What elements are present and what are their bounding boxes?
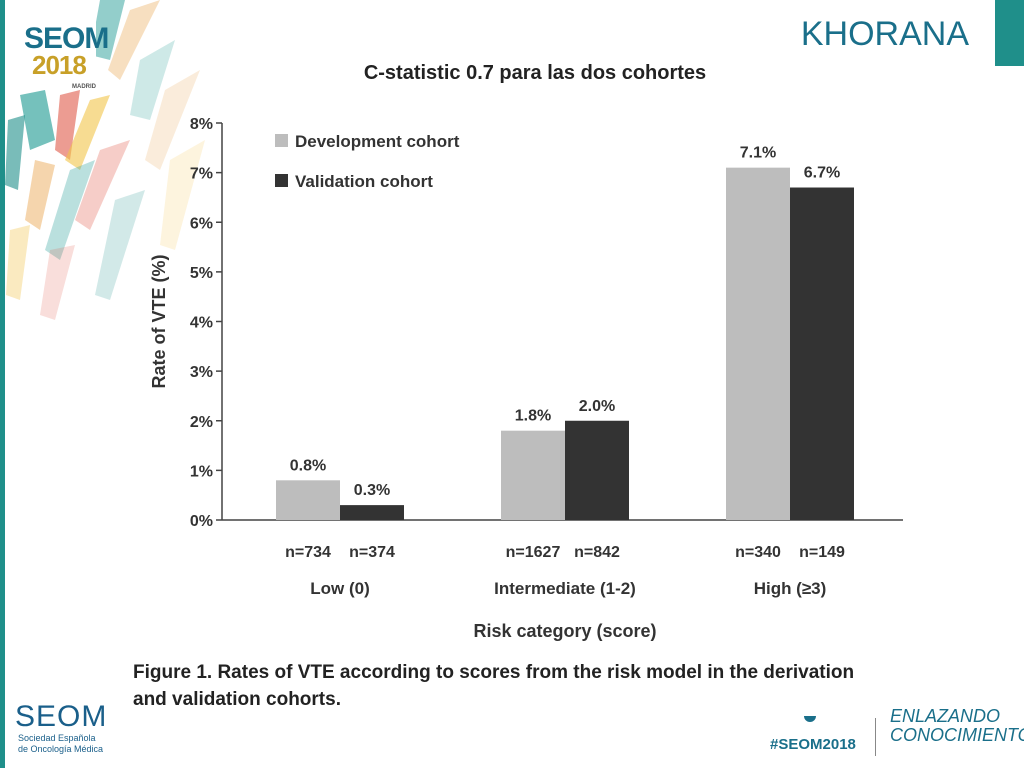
sample-size-label: n=149	[799, 544, 845, 561]
sample-size-label: n=340	[735, 544, 781, 561]
sample-size-label: n=374	[349, 544, 395, 561]
footer-divider	[875, 718, 876, 756]
bar-value-label: 2.0%	[579, 398, 615, 415]
y-axis-label: Rate of VTE (%)	[149, 254, 169, 388]
x-axis-label: Risk category (score)	[473, 621, 656, 641]
category-label: Intermediate (1-2)	[494, 579, 636, 598]
slogan-line-1: ENLAZANDO	[890, 706, 1001, 726]
caption-line-2: and validation cohorts.	[133, 689, 341, 710]
legend-swatch	[275, 174, 288, 187]
slogan: ENLAZANDO CONOCIMIENTO	[890, 707, 1024, 745]
bar-value-label: 1.8%	[515, 408, 551, 425]
sample-size-label: n=734	[285, 544, 331, 561]
vte-bar-chart: 0% 1% 2% 3% 4% 5% 6% 7% 8% Rate of VTE (%) 0.8% n=7…	[125, 110, 925, 715]
logo-name: SEOM	[24, 22, 109, 55]
bar-value-label: 0.3%	[354, 482, 390, 499]
bar-value-label: 0.8%	[290, 457, 326, 474]
bar-development	[726, 167, 790, 520]
slide-subtitle: C-statistic 0.7 para las dos cohortes	[363, 62, 707, 84]
legend-label: Validation cohort	[295, 172, 433, 191]
bar-value-label: 6.7%	[804, 165, 840, 182]
y-tick-label: 3%	[190, 364, 213, 381]
y-tick-label: 4%	[190, 315, 213, 332]
bar-validation	[340, 505, 404, 520]
bar-validation	[790, 187, 854, 520]
logo-year: 2018	[32, 50, 87, 80]
bar-development	[276, 480, 340, 520]
seom2018-logo: SEOM 2018 MADRID	[10, 10, 109, 90]
figure-caption: Figure 1. Rates of VTE according to scor…	[133, 659, 953, 713]
seom-footer-subtitle: Sociedad Española de Oncología Médica	[18, 733, 103, 755]
y-tick-label: 8%	[190, 116, 213, 133]
y-tick-label: 2%	[190, 414, 213, 431]
seom-footer-logo: SEOM	[15, 700, 108, 733]
top-right-accent	[995, 0, 1024, 66]
y-tick-label: 1%	[190, 463, 213, 480]
hashtag: #SEOM2018	[770, 736, 856, 753]
y-tick-label: 5%	[190, 265, 213, 282]
chart-canvas: 0% 1% 2% 3% 4% 5% 6% 7% 8% Rate of VTE (%) 0.8% n=7…	[149, 116, 903, 641]
category-label: High (≥3)	[754, 579, 827, 598]
y-tick-label: 0%	[190, 513, 213, 530]
caption-line-1: Figure 1. Rates of VTE according to scor…	[133, 662, 855, 683]
seom-sub-line-1: Sociedad Española	[18, 733, 96, 743]
legend-label: Development cohort	[295, 132, 460, 151]
left-accent-bar	[0, 0, 5, 768]
slide-topic: KHORANA	[800, 15, 969, 53]
footer-mark	[804, 716, 816, 722]
bar-validation	[565, 420, 629, 520]
bar-development	[501, 430, 565, 520]
y-tick-label: 7%	[190, 166, 213, 183]
sample-size-label: n=842	[574, 544, 620, 561]
sample-size-label: n=1627	[506, 544, 561, 561]
category-label: Low (0)	[310, 579, 370, 598]
legend-swatch	[275, 134, 288, 147]
seom-sub-line-2: de Oncología Médica	[18, 744, 104, 754]
slogan-line-2: CONOCIMIENTO	[890, 725, 1024, 745]
logo-city: MADRID	[72, 84, 96, 90]
bar-value-label: 7.1%	[740, 145, 776, 162]
confetti-decoration	[5, 0, 205, 320]
y-tick-label: 6%	[190, 215, 213, 232]
